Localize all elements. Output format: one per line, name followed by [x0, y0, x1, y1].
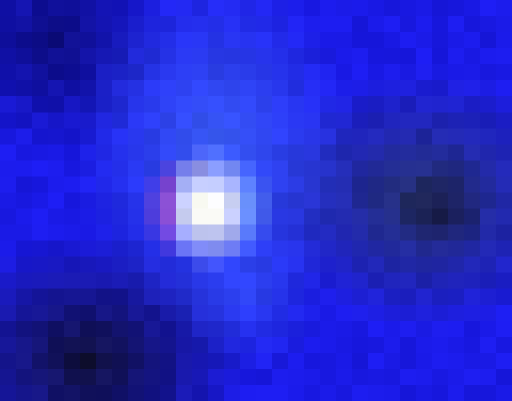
image-frame — [0, 0, 512, 401]
pixelated-blob-image — [0, 0, 512, 401]
